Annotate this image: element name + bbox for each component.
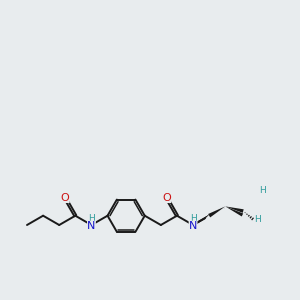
Text: H: H [88, 214, 95, 223]
Polygon shape [225, 0, 300, 300]
Text: N: N [87, 221, 96, 231]
Polygon shape [225, 206, 243, 217]
Polygon shape [225, 206, 244, 213]
Polygon shape [206, 203, 228, 219]
Text: O: O [61, 193, 69, 203]
Text: N: N [189, 221, 197, 231]
Polygon shape [208, 206, 225, 218]
Text: H: H [190, 214, 196, 223]
Text: O: O [162, 193, 171, 203]
Text: H: H [259, 186, 266, 195]
Text: H: H [254, 215, 261, 224]
